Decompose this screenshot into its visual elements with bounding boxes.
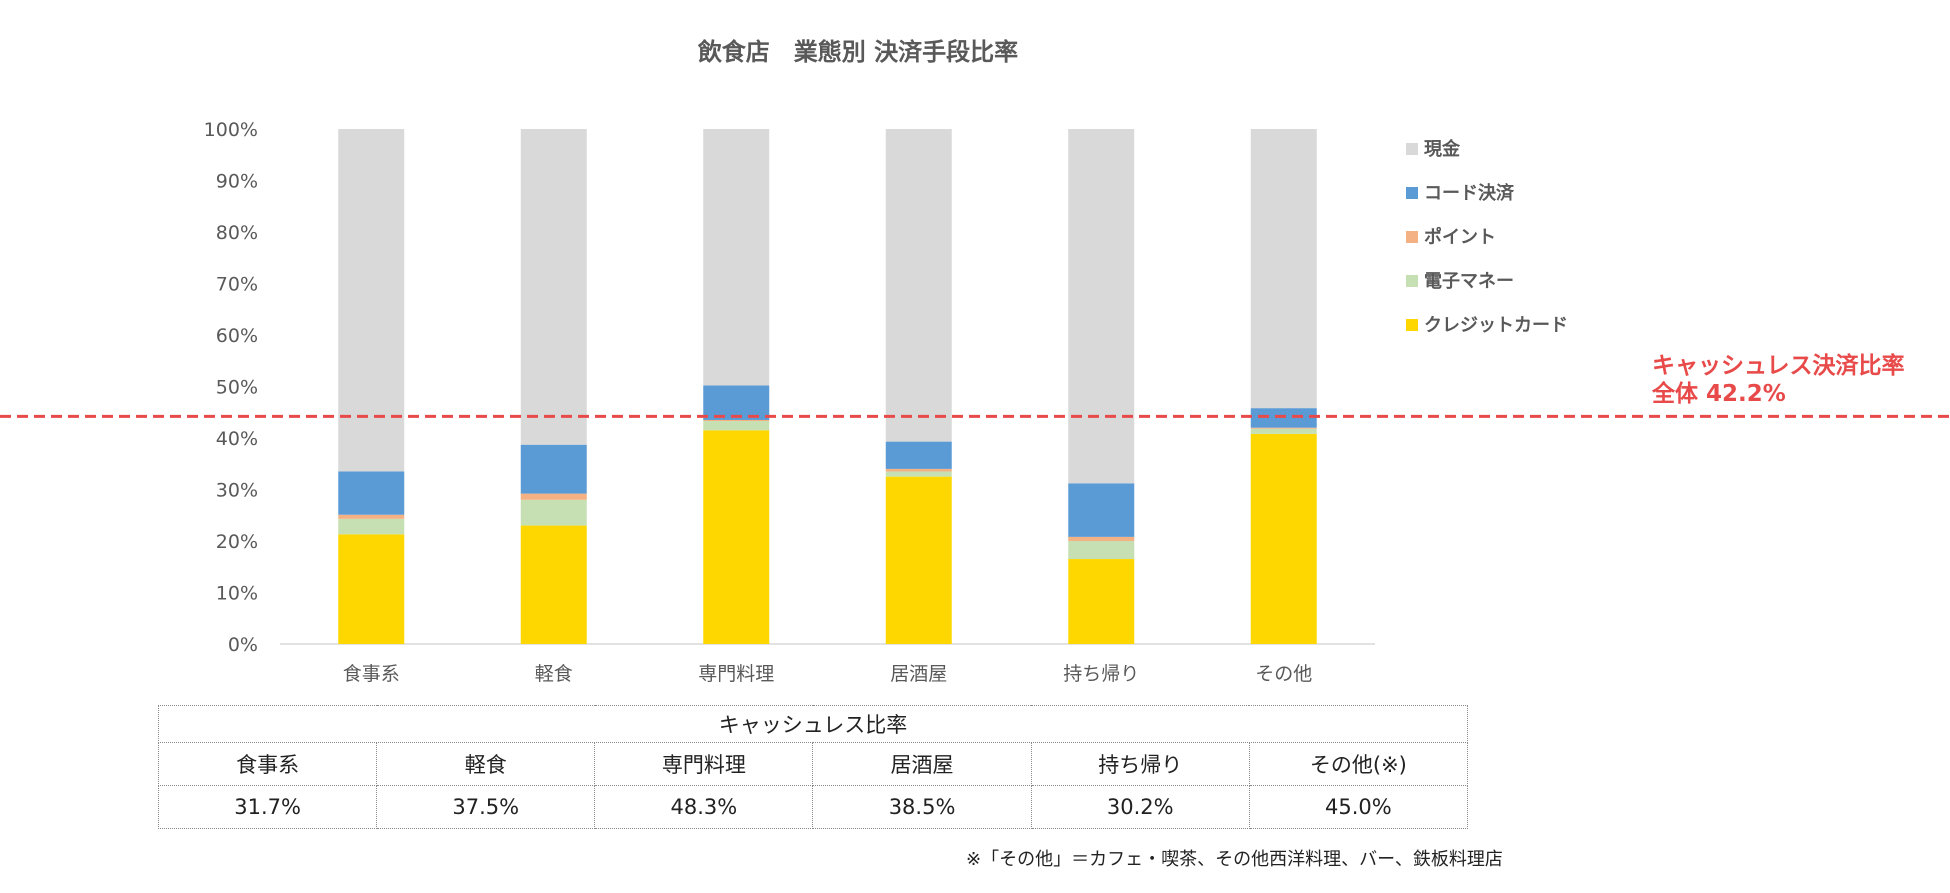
legend-label: ポイント: [1424, 226, 1496, 248]
table-header-cell: 食事系: [157, 742, 378, 786]
table-value-cell: 48.3%: [594, 785, 814, 829]
bar-segment: [885, 476, 952, 644]
bar-segment: [1068, 129, 1135, 484]
table-header-cell: 軽食: [376, 742, 596, 786]
reference-line-label: キャッシュレス決済比率: [1652, 352, 1905, 379]
bar-segment: [520, 525, 587, 644]
chart-title: 飲食店 業態別 決済手段比率: [697, 38, 1018, 66]
bar-segment: [703, 385, 770, 420]
bar-segment: [520, 499, 587, 526]
legend-swatch: [1406, 275, 1418, 287]
bar-segment: [885, 441, 952, 469]
bar-segment: [885, 471, 952, 477]
bar-segment: [1250, 427, 1317, 429]
y-tick-label: 70%: [216, 274, 258, 296]
bar-segment: [338, 471, 405, 515]
bar-segment: [885, 468, 952, 472]
x-tick-label: その他: [1255, 663, 1312, 685]
axis-layer: 0% 10% 20% 30% 40% 50% 60% 70% 80% 90% 100% 食事系 軽食 専門…: [204, 119, 1375, 685]
y-tick-label: 30%: [216, 480, 258, 502]
y-tick-label: 60%: [216, 325, 258, 347]
legend-label: クレジットカード: [1424, 315, 1568, 336]
bar-segment: [703, 419, 770, 422]
bar-segment: [520, 129, 587, 445]
bars-layer: [338, 129, 1317, 644]
bar-segment: [1250, 433, 1317, 644]
y-tick-label: 10%: [216, 583, 258, 605]
y-tick-label: 20%: [216, 531, 258, 553]
table-header-cell: 居酒屋: [812, 742, 1032, 786]
bar-segment: [338, 518, 405, 535]
y-tick-label: 100%: [204, 119, 258, 141]
bar-segment: [1250, 129, 1317, 409]
table-value-cell: 30.2%: [1030, 785, 1250, 829]
table-header-cell: その他(※): [1248, 742, 1469, 786]
legend-swatch: [1406, 187, 1418, 199]
bar-segment: [703, 421, 770, 431]
x-tick-label: 専門料理: [698, 663, 774, 685]
x-tick-label: 持ち帰り: [1063, 663, 1139, 685]
bar-segment: [703, 129, 770, 386]
x-tick-label: 食事系: [343, 663, 400, 685]
x-tick-label: 居酒屋: [890, 663, 947, 685]
y-tick-label: 0%: [228, 634, 258, 656]
table-header-row: 食事系 軽食 専門料理 居酒屋 持ち帰り その他(※): [157, 742, 1469, 786]
bar-segment: [338, 129, 405, 472]
bar-segment: [703, 430, 770, 644]
bar-segment: [1068, 483, 1135, 537]
y-tick-label: 80%: [216, 222, 258, 244]
table-value-cell: 45.0%: [1248, 785, 1469, 829]
legend-swatch: [1406, 143, 1418, 155]
bar-segment: [520, 444, 587, 494]
bar-segment: [1250, 408, 1317, 428]
y-tick-label: 50%: [216, 377, 258, 399]
table-value-cell: 31.7%: [157, 785, 378, 829]
bar-segment: [1250, 428, 1317, 434]
table-title: キャッシュレス比率: [158, 705, 1468, 743]
cashless-rate-table: キャッシュレス比率 食事系 軽食 専門料理 居酒屋 持ち帰り その他(※) 31…: [157, 705, 1469, 829]
legend-swatch: [1406, 231, 1418, 243]
table-value-cell: 38.5%: [812, 785, 1032, 829]
bar-segment: [1068, 541, 1135, 560]
table-header-cell: 専門料理: [594, 742, 814, 786]
table-value-cell: 37.5%: [376, 785, 596, 829]
y-tick-label: 90%: [216, 171, 258, 193]
bar-segment: [338, 514, 405, 519]
bar-segment: [1068, 536, 1135, 541]
table-header-cell: 持ち帰り: [1030, 742, 1250, 786]
x-tick-label: 軽食: [535, 663, 573, 685]
bar-segment: [338, 534, 405, 644]
footnote: ※「その他」＝カフェ・喫茶、その他西洋料理、バー、鉄板料理店: [966, 849, 1503, 870]
legend-label: 現金: [1424, 138, 1461, 160]
bar-segment: [520, 493, 587, 500]
legend-label: 電子マネー: [1424, 271, 1514, 292]
y-tick-label: 40%: [216, 428, 258, 450]
legend-label: コード決済: [1424, 182, 1515, 204]
table-value-row: 31.7% 37.5% 48.3% 38.5% 30.2% 45.0%: [157, 785, 1469, 829]
reference-line-label: 全体 42.2%: [1651, 380, 1786, 407]
legend-swatch: [1406, 319, 1418, 331]
bar-segment: [885, 129, 952, 442]
bar-segment: [1068, 559, 1135, 644]
